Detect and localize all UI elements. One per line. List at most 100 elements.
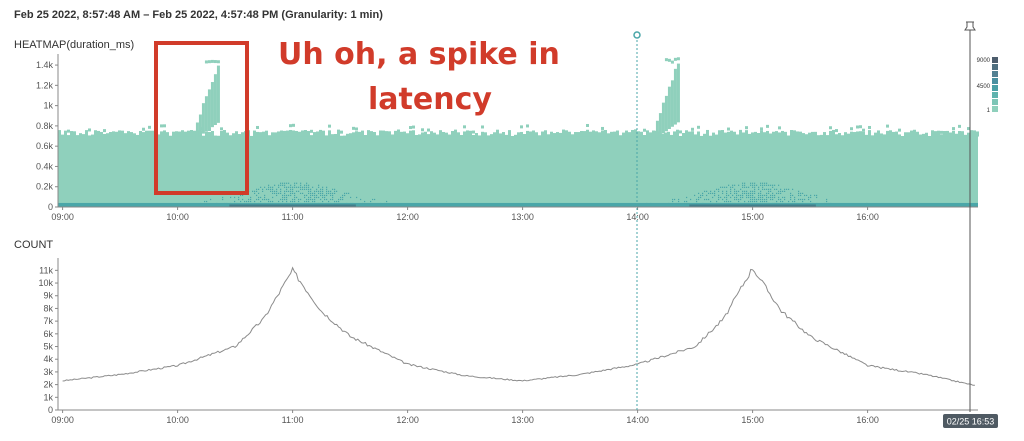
heatmap-cell [346,133,349,137]
heatmap-x-tick: 09:00 [51,212,74,222]
heatmap-cell [352,132,355,137]
heatmap-dense-cell [808,198,810,201]
heatmap-dense-cell [324,194,326,197]
heatmap-dense-cell [294,196,296,199]
heatmap-dense-cell [292,200,294,203]
heatmap-cell [433,132,436,137]
heatmap-spike-cell [216,60,220,64]
heatmap-dense-cell [732,186,734,188]
heatmap-cell [445,132,448,137]
heatmap-dense-cell [314,200,316,203]
heatmap-cell [163,130,166,137]
heatmap-cell [862,131,865,137]
heatmap-dense-cell [286,186,288,188]
heatmap-dense-cell [310,194,312,197]
heatmap-cell [556,132,559,137]
heatmap-dense-cell [746,190,748,192]
heatmap-dense-cell [734,184,736,186]
heatmap-cell [760,130,763,137]
heatmap-cell [439,130,442,137]
heatmap-dense-cell [770,194,772,197]
heatmap-dense-cell [322,190,324,192]
heatmap-dense-cell [254,190,256,192]
heatmap-dense-cell [826,200,828,203]
heatmap-dense-cell [760,196,762,199]
heatmap-dense-cell [770,196,772,199]
heatmap-cell [601,126,604,130]
heatmap-dense-cell [766,198,768,201]
heatmap-dense-cell [280,188,282,190]
heatmap-cell [742,132,745,137]
heatmap-dense-cell [772,196,774,199]
heatmap-cell [169,135,172,137]
heatmap-panel[interactable] [58,57,979,207]
heatmap-dense-cell [754,198,756,201]
heatmap-cell [220,127,223,131]
heatmap-cell [691,131,694,137]
heatmap-dense-cell [722,198,724,201]
heatmap-dense-cell [292,190,294,192]
heatmap-cell [907,132,910,137]
heatmap-cell [778,126,781,130]
heatmap-cell [259,132,262,137]
heatmap-cell [754,131,757,137]
heatmap-dense-cell [280,190,282,192]
heatmap-cell [706,129,709,137]
heatmap-dense-cell [760,190,762,192]
heatmap-cell [739,129,742,137]
heatmap-dense-cell [342,198,344,201]
heatmap-cell [481,125,484,129]
heatmap-dense-cell [300,198,302,201]
heatmap-spike-cell [664,58,668,62]
heatmap-cell [850,127,853,131]
heatmap-dense-cell [320,188,322,190]
heatmap-dense-cell [336,190,338,192]
heatmap-dense-cell [304,188,306,190]
pin-icon[interactable] [964,21,976,35]
heatmap-dense-cell [254,192,256,195]
heatmap-cell [829,126,832,130]
heatmap-dense-cell [304,196,306,199]
heatmap-cell [142,132,145,137]
heatmap-dense-cell [792,200,794,203]
heatmap-dense-cell [318,190,320,192]
heatmap-cell [514,134,517,137]
heatmap-cell [229,135,232,137]
heatmap-dense-cell [262,188,264,190]
heatmap-dense-cell [728,200,730,203]
heatmap-dense-cell [794,200,796,203]
heatmap-cell [631,129,634,137]
heatmap-cell [637,131,640,137]
heatmap-dense-cell [268,188,270,190]
count-panel[interactable] [62,266,975,386]
heatmap-cell [412,125,415,129]
heatmap-dense-cell [294,184,296,186]
heatmap-cell [343,135,346,137]
heatmap-dense-cell [314,198,316,201]
heatmap-dense-cell [316,188,318,190]
heatmap-dense-cell [748,186,750,188]
heatmap-cell [529,131,532,137]
heatmap-dense-cell [246,200,248,203]
heatmap-dense-cell [698,198,700,201]
heatmap-cell [784,131,787,137]
heatmap-dense-cell [726,192,728,195]
heatmap-cell [715,134,718,137]
heatmap-dense-cell [306,200,308,203]
heatmap-dense-cell [306,198,308,201]
heatmap-cell [118,130,121,137]
heatmap-dense-cell [302,192,304,195]
heatmap-dense-cell [282,182,284,184]
heatmap-spike-cell [652,135,656,141]
heatmap-cell [712,132,715,137]
heatmap-dense-cell [726,194,728,197]
heatmap-dense-cell [764,182,766,184]
heatmap-cell [268,135,271,137]
heatmap-peak-band [229,204,356,207]
marker-dot[interactable] [633,31,641,39]
heatmap-cell [82,134,85,137]
heatmap-dense-cell [284,196,286,199]
heatmap-dense-cell [792,188,794,190]
heatmap-dense-cell [294,200,296,203]
heatmap-dense-cell [300,182,302,184]
